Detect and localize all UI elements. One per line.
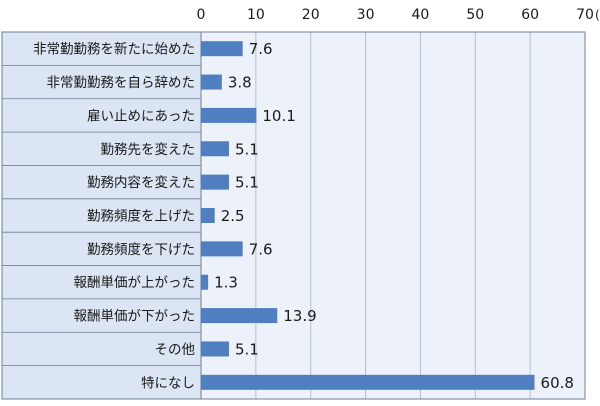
data-label: 5.1	[235, 140, 259, 158]
x-tick-label: 10	[247, 7, 265, 23]
bar	[201, 208, 215, 223]
bar	[201, 74, 222, 90]
data-label: 13.9	[283, 307, 316, 325]
x-tick-label: 0	[197, 7, 206, 23]
category-label: 報酬単価が下がった	[74, 309, 196, 325]
category-label: 勤務内容を変えた	[87, 174, 195, 191]
x-tick-label: 50	[466, 7, 484, 23]
data-label: 10.1	[262, 107, 295, 125]
bar	[201, 107, 257, 123]
category-label: 非常勤勤務を自ら辞めた	[47, 75, 196, 91]
bar	[201, 141, 229, 157]
x-tick-label: 60	[521, 7, 539, 23]
bar	[201, 174, 229, 190]
data-label: 5.1	[235, 174, 259, 192]
bar	[201, 308, 278, 324]
unit-label: (%)	[595, 8, 600, 22]
x-tick-label: 70	[576, 7, 594, 23]
category-label: 勤務頻度を下げた	[87, 242, 195, 258]
data-label: 2.5	[221, 207, 245, 225]
data-label: 1.3	[214, 274, 238, 292]
bar	[201, 274, 209, 290]
category-label: 雇い止めにあった	[87, 107, 195, 124]
bar	[201, 241, 243, 257]
category-label: その他	[155, 342, 196, 358]
bar	[201, 41, 243, 57]
category-label: 報酬単価が上がった	[74, 275, 196, 291]
bar	[201, 341, 229, 357]
data-label: 5.1	[235, 340, 259, 358]
category-label: 特になし	[141, 375, 195, 391]
chart-border	[1, 31, 586, 400]
category-label: 勤務頻度を上げた	[87, 209, 195, 225]
x-tick-label: 20	[302, 7, 320, 23]
data-label: 60.8	[541, 374, 574, 392]
x-tick-label: 40	[412, 7, 430, 23]
data-label: 3.8	[228, 74, 252, 92]
category-label-column	[2, 32, 201, 399]
category-label: 非常勤勤務を新たに始めた	[33, 42, 195, 58]
category-label: 勤務先を変えた	[101, 141, 196, 158]
plot-area	[201, 32, 585, 399]
data-label: 7.6	[249, 40, 273, 58]
data-label: 7.6	[249, 240, 273, 258]
x-tick-label: 30	[357, 7, 375, 23]
bar	[201, 374, 535, 390]
